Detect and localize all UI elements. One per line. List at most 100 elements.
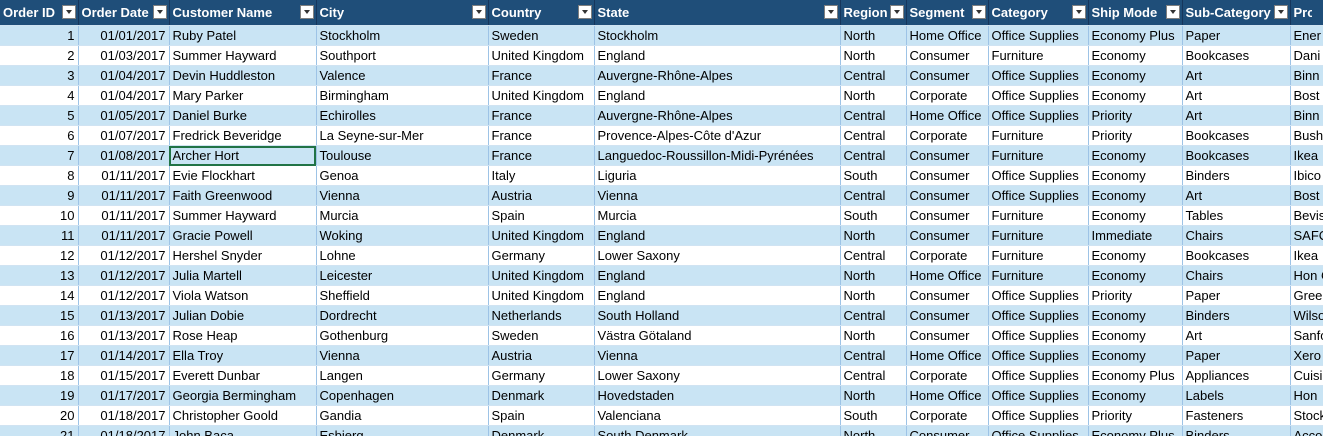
table-cell[interactable]: 01/18/2017	[78, 405, 170, 426]
table-cell[interactable]: Office Supplies	[988, 325, 1089, 346]
table-cell[interactable]: Consumer	[906, 185, 989, 206]
table-cell[interactable]: Chairs	[1182, 265, 1291, 286]
table-cell[interactable]: Rose Heap	[169, 325, 317, 346]
table-cell[interactable]: Furniture	[988, 245, 1089, 266]
table-cell[interactable]: Gracie Powell	[169, 225, 317, 246]
table-cell[interactable]: United Kingdom	[488, 265, 595, 286]
table-cell[interactable]: Central	[840, 145, 907, 166]
table-cell[interactable]: Xero	[1290, 345, 1323, 366]
table-cell[interactable]: Priority	[1088, 105, 1183, 126]
table-cell[interactable]: Liguria	[594, 165, 841, 186]
filter-dropdown-icon[interactable]	[299, 5, 314, 19]
table-cell[interactable]: Art	[1182, 185, 1291, 206]
table-cell[interactable]: Hershel Snyder	[169, 245, 317, 266]
table-cell[interactable]: 1	[0, 25, 79, 46]
filter-dropdown-icon[interactable]	[823, 5, 838, 19]
table-cell[interactable]: Julian Dobie	[169, 305, 317, 326]
table-cell[interactable]: Copenhagen	[316, 385, 489, 406]
table-cell[interactable]: Central	[840, 65, 907, 86]
table-cell[interactable]: Home Office	[906, 385, 989, 406]
table-cell[interactable]: Västra Götaland	[594, 325, 841, 346]
table-cell[interactable]: 01/04/2017	[78, 65, 170, 86]
table-cell[interactable]: Echirolles	[316, 105, 489, 126]
table-cell[interactable]: Ener	[1290, 25, 1323, 46]
table-cell[interactable]: Paper	[1182, 285, 1291, 306]
table-cell[interactable]: Consumer	[906, 205, 989, 226]
table-cell[interactable]: Stock	[1290, 405, 1323, 426]
table-cell[interactable]: England	[594, 225, 841, 246]
table-cell[interactable]: Lower Saxony	[594, 365, 841, 386]
table-cell[interactable]: Priority	[1088, 285, 1183, 306]
table-cell[interactable]: Ella Troy	[169, 345, 317, 366]
table-cell[interactable]: 20	[0, 405, 79, 426]
table-cell[interactable]: South Holland	[594, 305, 841, 326]
table-cell[interactable]: United Kingdom	[488, 225, 595, 246]
table-cell[interactable]: Economy	[1088, 245, 1183, 266]
filter-dropdown-icon[interactable]	[61, 5, 76, 19]
table-cell[interactable]: 18	[0, 365, 79, 386]
table-cell[interactable]: France	[488, 145, 595, 166]
table-cell[interactable]: Bookcases	[1182, 245, 1291, 266]
column-header[interactable]: Ship Mode	[1088, 0, 1183, 26]
table-cell[interactable]: Art	[1182, 65, 1291, 86]
table-cell[interactable]: Furniture	[988, 145, 1089, 166]
table-cell[interactable]: Spain	[488, 205, 595, 226]
table-cell[interactable]: North	[840, 285, 907, 306]
table-cell[interactable]: Home Office	[906, 25, 989, 46]
table-cell[interactable]: Cuisi	[1290, 365, 1323, 386]
table-cell[interactable]: Economy Plus	[1088, 425, 1183, 436]
table-cell[interactable]: Sweden	[488, 325, 595, 346]
table-cell[interactable]: Bookcases	[1182, 145, 1291, 166]
table-cell[interactable]: Binders	[1182, 425, 1291, 436]
table-cell[interactable]: 01/01/2017	[78, 25, 170, 46]
table-cell[interactable]: Economy	[1088, 85, 1183, 106]
column-header[interactable]: Prod	[1290, 0, 1323, 26]
table-cell[interactable]: Home Office	[906, 265, 989, 286]
table-cell[interactable]: Central	[840, 105, 907, 126]
table-cell[interactable]: Office Supplies	[988, 165, 1089, 186]
table-cell[interactable]: Office Supplies	[988, 345, 1089, 366]
table-cell[interactable]: Bost	[1290, 185, 1323, 206]
table-cell[interactable]: Central	[840, 245, 907, 266]
table-cell[interactable]: Vienna	[594, 185, 841, 206]
table-cell[interactable]: Murcia	[316, 205, 489, 226]
table-cell[interactable]: Office Supplies	[988, 85, 1089, 106]
table-cell[interactable]: Bost	[1290, 85, 1323, 106]
table-cell[interactable]: 2	[0, 45, 79, 66]
table-cell[interactable]: Bookcases	[1182, 45, 1291, 66]
table-cell[interactable]: Furniture	[988, 225, 1089, 246]
table-cell[interactable]: Christopher Goold	[169, 405, 317, 426]
table-cell[interactable]: Wilso	[1290, 305, 1323, 326]
table-cell[interactable]: 13	[0, 265, 79, 286]
table-cell[interactable]: Consumer	[906, 45, 989, 66]
table-cell[interactable]: Furniture	[988, 265, 1089, 286]
table-cell[interactable]: Economy	[1088, 185, 1183, 206]
table-cell[interactable]: Economy	[1088, 345, 1183, 366]
table-cell[interactable]: Economy	[1088, 385, 1183, 406]
table-cell[interactable]: Spain	[488, 405, 595, 426]
table-cell[interactable]: 01/14/2017	[78, 345, 170, 366]
table-cell[interactable]: Mary Parker	[169, 85, 317, 106]
table-cell[interactable]: Economy	[1088, 305, 1183, 326]
table-cell[interactable]: Stockholm	[594, 25, 841, 46]
table-cell[interactable]: 3	[0, 65, 79, 86]
table-cell[interactable]: Ikea	[1290, 245, 1323, 266]
table-cell[interactable]: 16	[0, 325, 79, 346]
table-cell[interactable]: Chairs	[1182, 225, 1291, 246]
table-cell[interactable]: South	[840, 165, 907, 186]
table-cell[interactable]: La Seyne-sur-Mer	[316, 125, 489, 146]
table-cell[interactable]: 01/13/2017	[78, 325, 170, 346]
table-cell[interactable]: 01/18/2017	[78, 425, 170, 436]
filter-dropdown-icon[interactable]	[1071, 5, 1086, 19]
column-header[interactable]: Sub-Category	[1182, 0, 1291, 26]
table-cell[interactable]: Ikea	[1290, 145, 1323, 166]
table-cell[interactable]: Valence	[316, 65, 489, 86]
table-cell[interactable]: Valenciana	[594, 405, 841, 426]
table-cell[interactable]: Summer Hayward	[169, 45, 317, 66]
table-cell[interactable]: France	[488, 65, 595, 86]
table-cell[interactable]: Toulouse	[316, 145, 489, 166]
table-cell[interactable]: Binn	[1290, 105, 1323, 126]
table-cell[interactable]: Furniture	[988, 45, 1089, 66]
table-cell[interactable]: 21	[0, 425, 79, 436]
table-cell[interactable]: 01/13/2017	[78, 305, 170, 326]
